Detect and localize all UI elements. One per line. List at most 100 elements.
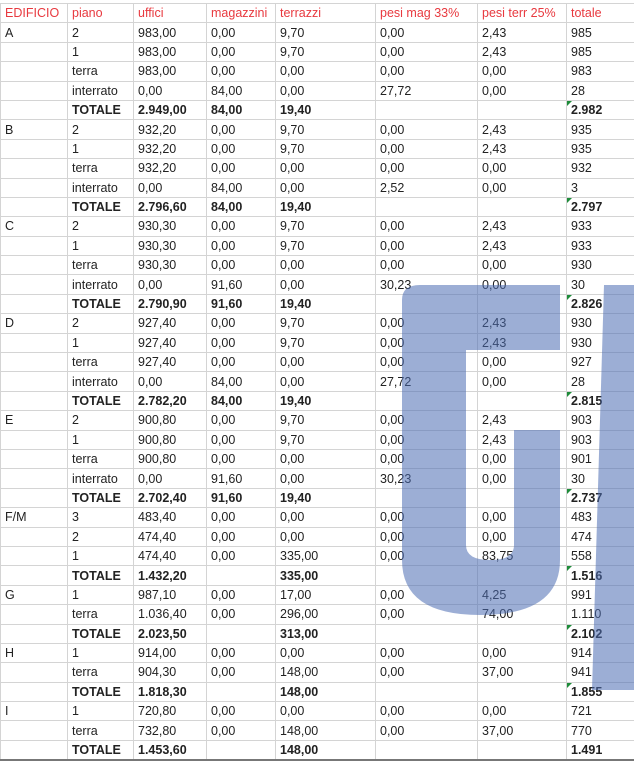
cell-edificio[interactable]	[0, 352, 68, 373]
cell-pesi-mag[interactable]	[375, 390, 478, 412]
cell-pesi-mag[interactable]	[375, 739, 478, 761]
cell-pesi-mag[interactable]: 0,00	[375, 235, 478, 257]
cell-piano[interactable]: TOTALE	[67, 99, 134, 121]
cell-piano[interactable]: 2	[67, 313, 134, 334]
cell-magazzini[interactable]: 0,00	[206, 662, 276, 683]
cell-piano[interactable]: interrato	[67, 371, 134, 392]
cell-piano[interactable]: 2	[67, 22, 134, 43]
cell-terrazzi[interactable]: 0,00	[275, 526, 376, 547]
cell-edificio[interactable]	[0, 196, 68, 218]
cell-edificio[interactable]: B	[0, 119, 68, 140]
cell-totale[interactable]: 985	[566, 22, 634, 43]
cell-totale[interactable]: 30	[566, 468, 634, 489]
cell-terrazzi[interactable]: 0,00	[275, 158, 376, 179]
cell-pesi-terr[interactable]: 74,00	[477, 604, 567, 625]
cell-piano[interactable]: terra	[67, 448, 134, 470]
cell-magazzini[interactable]: 0,00	[206, 604, 276, 625]
cell-pesi-terr[interactable]	[477, 293, 567, 315]
cell-magazzini[interactable]	[206, 623, 276, 644]
cell-edificio[interactable]	[0, 604, 68, 625]
cell-terrazzi[interactable]: 9,70	[275, 410, 376, 431]
cell-pesi-mag[interactable]: 0,00	[375, 448, 478, 470]
cell-edificio[interactable]	[0, 429, 68, 450]
cell-edificio[interactable]	[0, 390, 68, 412]
cell-uffici[interactable]: 904,30	[133, 662, 207, 683]
cell-magazzini[interactable]: 0,00	[206, 235, 276, 257]
cell-piano[interactable]: interrato	[67, 177, 134, 198]
cell-uffici[interactable]: 0,00	[133, 468, 207, 489]
cell-totale[interactable]: 933	[566, 235, 634, 257]
cell-pesi-terr[interactable]: 2,43	[477, 138, 567, 160]
cell-uffici[interactable]: 900,80	[133, 448, 207, 470]
cell-piano[interactable]: 2	[67, 216, 134, 237]
cell-totale[interactable]: 914	[566, 642, 634, 664]
cell-pesi-mag[interactable]: 0,00	[375, 119, 478, 140]
cell-uffici[interactable]: 1.036,40	[133, 604, 207, 625]
cell-uffici[interactable]: 983,00	[133, 22, 207, 43]
cell-terrazzi[interactable]: 0,00	[275, 177, 376, 198]
cell-terrazzi[interactable]: 0,00	[275, 448, 376, 470]
cell-edificio[interactable]	[0, 293, 68, 315]
cell-magazzini[interactable]: 0,00	[206, 313, 276, 334]
cell-uffici[interactable]: 932,20	[133, 119, 207, 140]
cell-pesi-terr[interactable]: 0,00	[477, 274, 567, 295]
cell-pesi-mag[interactable]: 0,00	[375, 720, 478, 741]
cell-terrazzi[interactable]: 9,70	[275, 313, 376, 334]
cell-piano[interactable]: 3	[67, 507, 134, 528]
cell-totale[interactable]: 930	[566, 332, 634, 354]
cell-edificio[interactable]: F/M	[0, 507, 68, 528]
cell-uffici[interactable]: 2.023,50	[133, 623, 207, 644]
cell-edificio[interactable]	[0, 41, 68, 63]
cell-terrazzi[interactable]: 335,00	[275, 565, 376, 586]
cell-pesi-terr[interactable]: 0,00	[477, 526, 567, 547]
cell-terrazzi[interactable]: 0,00	[275, 371, 376, 392]
cell-uffici[interactable]: 983,00	[133, 41, 207, 63]
cell-totale[interactable]: 901	[566, 448, 634, 470]
cell-uffici[interactable]: 930,30	[133, 255, 207, 276]
cell-terrazzi[interactable]: 19,40	[275, 487, 376, 509]
cell-pesi-mag[interactable]: 0,00	[375, 352, 478, 373]
cell-magazzini[interactable]: 0,00	[206, 720, 276, 741]
cell-pesi-terr[interactable]: 0,00	[477, 448, 567, 470]
header-piano[interactable]: piano	[67, 2, 134, 24]
cell-magazzini[interactable]: 0,00	[206, 61, 276, 82]
cell-pesi-mag[interactable]: 27,72	[375, 80, 478, 101]
cell-piano[interactable]: terra	[67, 352, 134, 373]
cell-magazzini[interactable]: 84,00	[206, 99, 276, 121]
cell-totale[interactable]: 2.797	[566, 196, 634, 218]
cell-magazzini[interactable]: 91,60	[206, 274, 276, 295]
cell-totale[interactable]: 30	[566, 274, 634, 295]
cell-terrazzi[interactable]: 9,70	[275, 235, 376, 257]
cell-piano[interactable]: TOTALE	[67, 293, 134, 315]
cell-edificio[interactable]: H	[0, 642, 68, 664]
cell-piano[interactable]: terra	[67, 662, 134, 683]
cell-edificio[interactable]	[0, 80, 68, 101]
cell-magazzini[interactable]: 84,00	[206, 177, 276, 198]
cell-terrazzi[interactable]: 19,40	[275, 390, 376, 412]
cell-edificio[interactable]	[0, 274, 68, 295]
cell-pesi-terr[interactable]: 0,00	[477, 352, 567, 373]
cell-magazzini[interactable]: 0,00	[206, 255, 276, 276]
cell-terrazzi[interactable]: 148,00	[275, 720, 376, 741]
header-pesi-terr[interactable]: pesi terr 25%	[477, 2, 567, 24]
cell-magazzini[interactable]: 0,00	[206, 41, 276, 63]
cell-pesi-terr[interactable]	[477, 390, 567, 412]
cell-uffici[interactable]: 1.432,20	[133, 565, 207, 586]
header-edificio[interactable]: EDIFICIO	[0, 2, 68, 24]
cell-pesi-terr[interactable]: 0,00	[477, 642, 567, 664]
cell-magazzini[interactable]: 84,00	[206, 80, 276, 101]
cell-pesi-terr[interactable]: 2,43	[477, 216, 567, 237]
cell-terrazzi[interactable]: 0,00	[275, 80, 376, 101]
cell-pesi-mag[interactable]: 0,00	[375, 158, 478, 179]
cell-uffici[interactable]: 474,40	[133, 545, 207, 567]
cell-pesi-terr[interactable]	[477, 739, 567, 761]
cell-pesi-mag[interactable]	[375, 565, 478, 586]
cell-edificio[interactable]	[0, 448, 68, 470]
cell-pesi-terr[interactable]	[477, 623, 567, 644]
cell-terrazzi[interactable]: 19,40	[275, 293, 376, 315]
cell-totale[interactable]: 474	[566, 526, 634, 547]
cell-terrazzi[interactable]: 148,00	[275, 662, 376, 683]
cell-pesi-mag[interactable]: 0,00	[375, 313, 478, 334]
cell-edificio[interactable]: I	[0, 701, 68, 722]
cell-totale[interactable]: 2.737	[566, 487, 634, 509]
